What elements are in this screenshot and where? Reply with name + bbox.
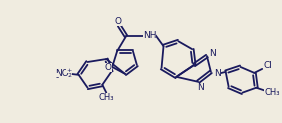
Text: NO: NO: [55, 69, 69, 78]
Text: Cl: Cl: [264, 62, 273, 70]
Text: 2: 2: [68, 73, 72, 78]
Text: CH₃: CH₃: [98, 93, 114, 102]
Text: O: O: [114, 17, 122, 26]
Text: N: N: [214, 69, 221, 78]
Text: CH₃: CH₃: [264, 88, 280, 97]
Text: N: N: [210, 49, 216, 58]
Text: -: -: [55, 73, 59, 82]
Text: O: O: [105, 63, 112, 72]
Text: +: +: [66, 68, 71, 73]
Text: NH: NH: [143, 31, 157, 40]
Text: N: N: [197, 83, 203, 92]
